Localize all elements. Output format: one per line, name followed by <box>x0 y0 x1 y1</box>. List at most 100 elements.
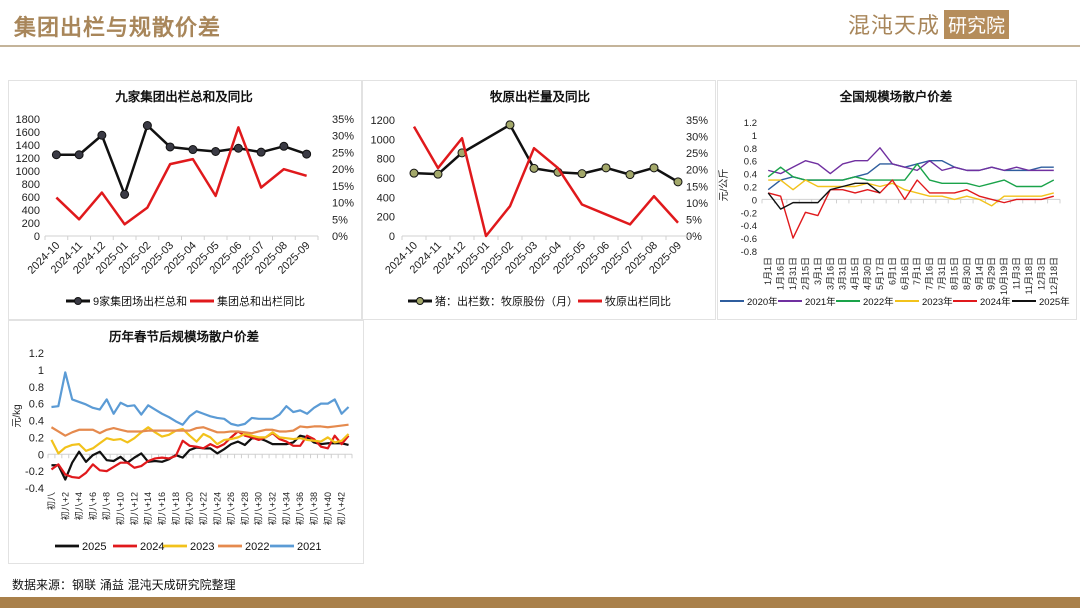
y-tick-label: 0 <box>34 231 40 243</box>
brand-logo: 混沌天成 研究院 <box>848 9 1010 39</box>
y2-tick-label: 15% <box>686 181 708 193</box>
x-tick-label: 初八 <box>45 492 56 510</box>
legend-label: 牧原出栏同比 <box>605 294 671 308</box>
y2-tick-label: 15% <box>332 181 354 193</box>
x-tick-label: 初八+2 <box>59 492 70 520</box>
legend-label: 集团总和出栏同比 <box>217 294 305 308</box>
x-tick-label: 初八+34 <box>280 492 291 525</box>
legend-label: 2023 <box>190 541 214 553</box>
x-tick-label: 初八+14 <box>142 492 153 525</box>
y2-tick-label: 10% <box>686 198 708 210</box>
y-tick-label: 0 <box>752 195 757 206</box>
data-point <box>142 121 152 130</box>
y-tick-label: 1.2 <box>744 118 757 129</box>
chart-title: 历年春节后规模场散户价差 <box>109 329 259 344</box>
x-tick-label: 11月3日 <box>1012 257 1022 289</box>
logo-box-text: 研究院 <box>944 9 1010 39</box>
y-tick-label: 1.2 <box>29 348 44 360</box>
y-tick-label: -0.4 <box>25 483 44 495</box>
y-tick-label: 0 <box>389 231 395 243</box>
x-tick-label: 6月16日 <box>900 257 910 290</box>
y-tick-label: 0.4 <box>744 170 757 181</box>
x-tick-label: 初八+22 <box>197 492 208 525</box>
data-point <box>433 169 443 179</box>
y2-tick-label: 5% <box>686 214 702 226</box>
data-source-note: 数据来源：钢联 涌益 混沌天成研究院整理 <box>12 578 236 592</box>
data-point <box>279 141 289 151</box>
y2-tick-label: 5% <box>332 214 348 226</box>
legend-label: 2024年 <box>980 296 1011 308</box>
y-tick-label: -0.4 <box>741 221 757 232</box>
data-point <box>51 150 61 160</box>
chart-title: 九家集团出栏总和及同比 <box>114 89 253 104</box>
y-tick-label: 800 <box>377 154 395 166</box>
series-line-2023 <box>50 426 350 455</box>
y-tick-label: 1600 <box>16 127 40 139</box>
y-tick-label: 0.6 <box>744 157 757 168</box>
x-tick-label: 初八+28 <box>239 492 250 525</box>
y2-tick-label: 20% <box>686 165 708 177</box>
x-tick-label: 1月1日 <box>763 257 773 285</box>
legend-label: 猪：出栏数：牧原股份（月） <box>435 294 578 308</box>
legend-label: 2021 <box>297 541 321 553</box>
x-tick-label: 3月1日 <box>813 257 823 285</box>
data-point <box>577 169 587 179</box>
x-tick-label: 初八+24 <box>211 492 222 525</box>
x-tick-label: 9月29日 <box>987 257 997 290</box>
y-tick-label: -0.8 <box>741 247 757 258</box>
y-tick-label: 1200 <box>371 115 395 127</box>
y-tick-label: 0 <box>38 449 44 461</box>
chart-title: 全国规模场散户价差 <box>839 89 953 104</box>
y-tick-label: 1000 <box>371 134 395 146</box>
x-tick-label: 11月18日 <box>1024 257 1034 294</box>
series-line-2020年 <box>767 159 1054 191</box>
series-line-9家集团场出栏总和 <box>56 124 308 196</box>
y2-tick-label: 10% <box>332 198 354 210</box>
x-tick-label: 2月15日 <box>800 257 810 290</box>
y-tick-label: 400 <box>377 192 395 204</box>
x-tick-label: 初八+6 <box>87 492 98 520</box>
x-tick-label: 7月31日 <box>937 257 947 290</box>
y-axis-title: 元/公斤 <box>718 169 730 202</box>
page-title: 集团出栏与规散价差 <box>14 15 222 41</box>
y-tick-label: 800 <box>22 179 40 191</box>
data-point <box>302 149 312 159</box>
y-tick-label: 1 <box>38 365 44 377</box>
y-tick-label: 200 <box>22 218 40 230</box>
y2-tick-label: 35% <box>686 115 708 127</box>
legend-label: 2025年 <box>1039 296 1070 308</box>
data-point <box>120 189 130 199</box>
legend-label: 2022年 <box>863 296 894 308</box>
x-tick-label: 4月30日 <box>863 257 873 290</box>
legend-label: 2023年 <box>922 296 953 308</box>
x-tick-label: 初八+26 <box>225 492 236 525</box>
y-tick-label: 1400 <box>16 140 40 152</box>
y-tick-label: 600 <box>377 173 395 185</box>
data-point <box>188 145 198 155</box>
data-point <box>74 150 84 160</box>
y-tick-label: 1800 <box>16 114 40 126</box>
legend-label: 9家集团场出栏总和 <box>93 294 187 308</box>
y2-tick-label: 0% <box>686 231 702 243</box>
legend-label: 2022 <box>245 541 269 553</box>
x-tick-label: 12月3日 <box>1036 257 1046 290</box>
x-tick-label: 1月31日 <box>788 257 798 290</box>
x-tick-label: 初八+32 <box>267 492 278 525</box>
data-point <box>601 163 611 173</box>
y-tick-label: 600 <box>22 192 40 204</box>
data-point <box>505 120 515 130</box>
y2-tick-label: 0% <box>332 231 348 243</box>
y2-tick-label: 25% <box>332 147 354 159</box>
y-tick-label: 0.6 <box>29 399 44 411</box>
x-tick-label: 12月18日 <box>1049 257 1059 295</box>
x-tick-label: 8月15日 <box>949 257 959 290</box>
y2-tick-label: 30% <box>686 132 708 144</box>
x-tick-label: 1月16日 <box>776 257 786 290</box>
footer-bar <box>0 597 1080 608</box>
y-tick-label: 0.4 <box>29 416 44 428</box>
x-tick-label: 初八+20 <box>184 492 195 525</box>
x-tick-label: 6月1日 <box>887 257 897 285</box>
header-divider <box>0 45 1080 47</box>
y-tick-label: 1200 <box>16 153 40 165</box>
legend-marker <box>74 297 82 305</box>
